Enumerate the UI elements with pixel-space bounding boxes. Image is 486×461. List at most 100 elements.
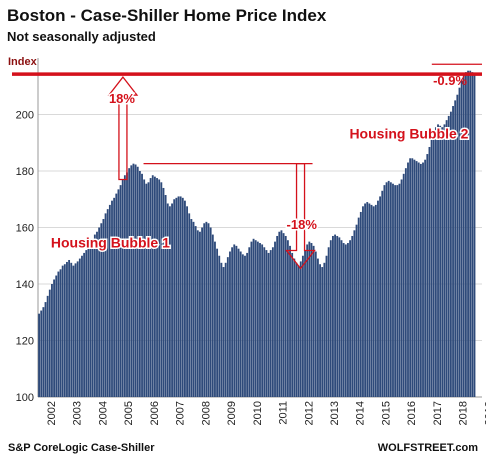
bar (336, 235, 339, 397)
bar (332, 235, 334, 397)
bar (252, 238, 255, 397)
bar (177, 196, 180, 397)
bar (68, 259, 71, 397)
bar (364, 203, 367, 397)
bar (289, 245, 291, 397)
bar (76, 261, 79, 397)
bar (340, 240, 343, 397)
bar (293, 258, 296, 397)
bar (46, 295, 49, 397)
bar (370, 204, 373, 397)
bar (138, 171, 141, 397)
bar (250, 241, 253, 397)
bar (70, 262, 73, 397)
bar (400, 179, 403, 397)
bar (74, 263, 77, 397)
y-tick-labels: 100 120 140 160 180 200 (16, 110, 34, 405)
bar (184, 200, 186, 397)
bar (366, 202, 369, 397)
bar (269, 250, 272, 397)
bar (329, 240, 332, 397)
bar (188, 213, 191, 397)
bar (226, 257, 229, 397)
bar (181, 197, 184, 397)
bar (239, 251, 242, 397)
bar (316, 258, 319, 397)
bar (432, 132, 435, 398)
bar (201, 227, 204, 397)
bar (166, 203, 169, 397)
bar (121, 179, 124, 397)
bar (66, 261, 68, 397)
x-tick-label: 2002 (46, 401, 58, 425)
bar (415, 161, 418, 397)
bar (469, 70, 472, 398)
bar (190, 219, 193, 397)
bar (173, 199, 176, 397)
bar (156, 178, 158, 397)
bar (233, 244, 236, 397)
bar (237, 248, 240, 397)
bar (308, 241, 311, 397)
bar (362, 206, 364, 397)
bar (241, 254, 244, 397)
x-tick-label: 2014 (355, 401, 367, 425)
bar (175, 197, 178, 397)
bar (334, 234, 336, 397)
bar (402, 173, 405, 397)
bar (304, 250, 306, 397)
bar (394, 185, 397, 397)
bar (454, 100, 457, 397)
bar (409, 158, 412, 397)
bar (385, 182, 388, 397)
bar (214, 241, 216, 397)
bar (87, 245, 90, 397)
bar (467, 70, 469, 398)
bar (222, 267, 225, 397)
bar (278, 231, 281, 397)
rise-label: 18% (109, 91, 135, 106)
bar (441, 127, 444, 398)
bar (205, 221, 208, 397)
bar (259, 243, 261, 397)
x-tick-labels: 2002 2003 2004 2005 2006 2007 2008 2009 2010 2011… (46, 401, 486, 425)
bar (199, 231, 201, 397)
bar (424, 159, 427, 397)
bar (126, 172, 128, 397)
bar (426, 154, 429, 397)
bar (151, 175, 154, 397)
bar (168, 206, 171, 397)
bar (434, 127, 437, 398)
bar (203, 223, 206, 397)
bar (462, 74, 465, 397)
bar (301, 255, 304, 397)
x-tick-label: 2012 (303, 401, 315, 425)
bar (447, 115, 450, 397)
bar (338, 237, 341, 397)
brand-watermark: WOLFSTREET.com (378, 442, 478, 454)
x-tick-label: 2018 (458, 401, 470, 425)
bar (422, 162, 424, 397)
bar (404, 168, 407, 397)
bar (42, 307, 45, 397)
bar (254, 240, 257, 397)
bar (256, 241, 259, 397)
bar (171, 203, 173, 397)
bar (383, 185, 386, 397)
bar (347, 243, 349, 397)
bar (186, 206, 188, 397)
bubble2-label: Housing Bubble 2 (349, 126, 468, 142)
bar (299, 261, 302, 397)
bar (321, 267, 324, 397)
bar (439, 125, 442, 398)
bubble1-label: Housing Bubble 1 (51, 234, 170, 250)
bar (207, 223, 210, 397)
bar (349, 240, 352, 397)
bar (291, 252, 294, 397)
bar (265, 250, 268, 397)
bar (430, 139, 433, 398)
bar (78, 258, 81, 397)
bar (263, 247, 266, 397)
bar (246, 252, 249, 397)
bar (72, 265, 75, 397)
